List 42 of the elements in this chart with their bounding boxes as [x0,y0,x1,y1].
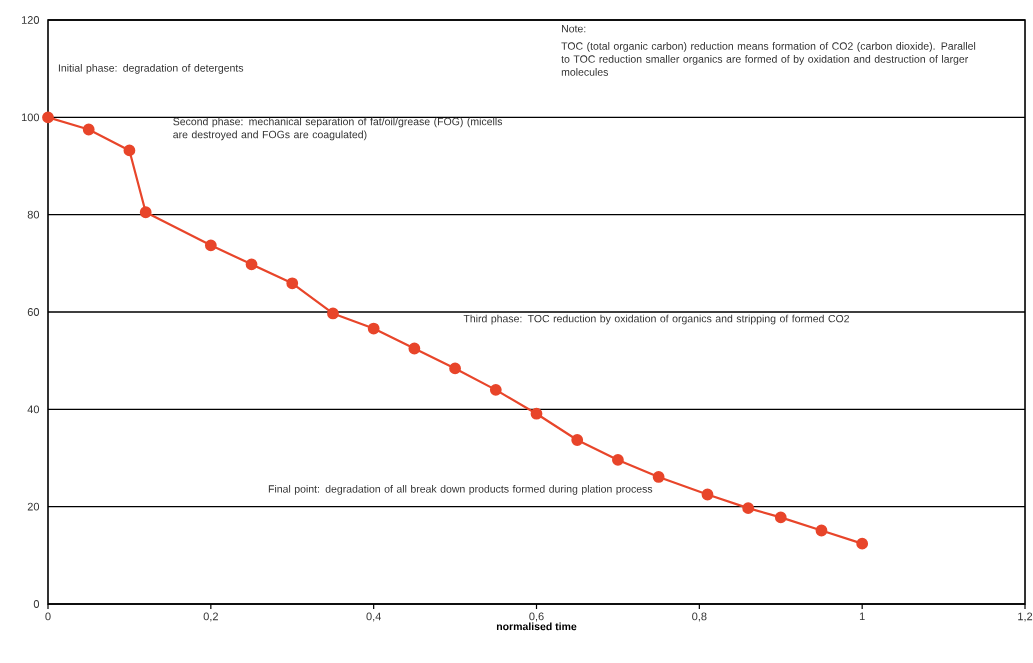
point [774,511,787,524]
point [489,383,502,396]
point [856,537,869,550]
annotation: TOC (total organic carbon) reduction means formation of CO2 (carbon dioxide). Parallel to TOC reduction smaller organics are formed of by oxidation and destruction of larger molecules [561,42,976,76]
point [327,307,339,320]
point [139,206,152,219]
x-tick-label: 0 [45,612,51,621]
x-tick-label: 0,6 [529,612,544,622]
y-tick-label: 100 [21,113,40,122]
point [367,322,380,335]
point [571,434,584,446]
annotation: Third phase: TOC reduction by oxidation of organics and stripping of formed CO2 [463,314,850,325]
x-axis-title: normalised time [496,622,577,631]
point [82,123,95,136]
y-tick-label: 0 [33,600,40,608]
point [123,144,136,157]
point [42,111,54,124]
point [245,258,258,271]
y-tick-label: 40 [27,405,40,414]
point [286,277,299,290]
annotation: Final point: degradation of all break down products formed during plation process [268,484,653,495]
point [742,502,755,515]
y-tick-label: 60 [27,308,40,316]
x-tick-label: 1 [859,612,865,621]
x-tick-label: 0,4 [366,612,381,622]
annotation: Second phase: mechanical separation of fat/oil/grease (FOG) (micells are destroyed and FOGs are coagulated) [173,117,503,141]
y-tick-label: 80 [27,210,40,219]
y-tick-label: 120 [21,16,40,24]
point [204,239,217,252]
point [701,488,714,501]
point [449,362,461,375]
x-tick-label: 1,2 [1018,612,1033,622]
annotation: Initial phase: degradation of detergents [58,63,244,74]
point [652,471,665,483]
y-tick-label: 20 [27,502,40,511]
point [408,342,421,355]
x-tick-label: 0,2 [203,612,218,622]
point [612,454,624,466]
point [815,524,828,537]
point [530,407,543,420]
annotation: Note: [561,25,586,33]
x-tick-label: 0,8 [692,612,707,622]
